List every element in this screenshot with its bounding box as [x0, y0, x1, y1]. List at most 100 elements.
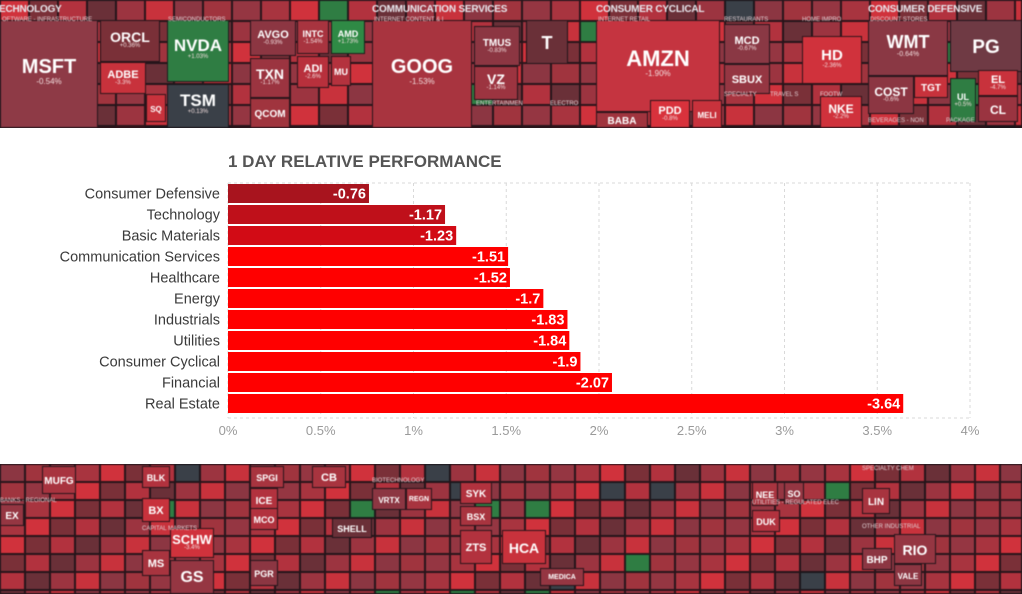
heatmap-tile-mcd[interactable]: MCD -0.67% — [724, 24, 770, 64]
heatmap-tile-baba[interactable]: BABA — [596, 112, 648, 128]
ticker-label: MELI — [697, 110, 717, 120]
top-heatmap: MSFT -0.54% ORCL +0.36% ADBE -3.3% NVDA +1.03% T… — [0, 0, 1022, 128]
heatmap-tile — [850, 590, 875, 594]
heatmap-tile — [25, 572, 50, 590]
heatmap-tile-zts[interactable]: ZTS — [460, 530, 492, 564]
heatmap-tile-cl[interactable]: CL — [978, 96, 1018, 122]
heatmap-tile-nvda[interactable]: NVDA +1.03% — [167, 20, 229, 82]
heatmap-tile — [50, 590, 75, 594]
heatmap-tile — [600, 554, 625, 572]
heatmap-tile-so[interactable]: SO — [784, 482, 804, 504]
heatmap-tile-mufg[interactable]: MUFG — [42, 466, 76, 494]
heatmap-tile-bx[interactable]: BX — [142, 498, 170, 522]
heatmap-tile-sbux[interactable]: SBUX — [724, 64, 770, 94]
bar-technology[interactable] — [228, 205, 446, 224]
heatmap-tile-txn[interactable]: TXN -1.17% — [250, 58, 290, 98]
heatmap-tile-vz[interactable]: VZ -1.14% — [474, 66, 518, 100]
heatmap-tile-sq[interactable]: SQ — [146, 94, 166, 122]
bar-basic-materials[interactable] — [228, 226, 457, 245]
ticker-label: DUK — [756, 517, 776, 528]
ticker-label: AMZN — [626, 46, 690, 72]
heatmap-tile-hd[interactable]: HD -2.36% — [802, 36, 862, 84]
bar-real-estate[interactable] — [228, 394, 904, 413]
ticker-label: SO — [787, 489, 801, 500]
heatmap-tile-t[interactable]: T — [526, 20, 568, 64]
heatmap-tile-nee[interactable]: NEE — [752, 482, 778, 506]
heatmap-tile-pg[interactable]: PG — [950, 20, 1022, 72]
bar-healthcare[interactable] — [228, 268, 510, 287]
heatmap-tile-vrtx[interactable]: VRTX — [372, 488, 406, 510]
bar-communication-services[interactable] — [228, 247, 509, 266]
heatmap-tile-intc[interactable]: INTC -1.54% — [297, 20, 329, 54]
heatmap-tile — [950, 518, 975, 536]
bar-energy[interactable] — [228, 289, 544, 308]
heatmap-tile-amd[interactable]: AMD +1.73% — [331, 20, 365, 54]
heatmap-tile — [950, 572, 975, 590]
heatmap-tile-gs[interactable]: GS — [170, 560, 214, 594]
ticker-label: AVGO — [257, 28, 289, 41]
heatmap-tile-mu[interactable]: MU — [331, 56, 351, 86]
heatmap-tile-medica[interactable]: MEDICA — [540, 568, 584, 586]
heatmap-tile — [450, 464, 475, 482]
bar-financial[interactable] — [228, 373, 612, 392]
heatmap-tile-regn[interactable]: REGN — [406, 488, 432, 510]
heatmap-tile — [50, 554, 75, 572]
heatmap-tile-amzn[interactable]: AMZN -1.90% — [596, 20, 720, 112]
heatmap-tile-mco[interactable]: MCO — [250, 508, 278, 530]
heatmap-tile-pdd[interactable]: PDD -0.8% — [650, 100, 690, 128]
heatmap-tile-syk[interactable]: SYK — [460, 482, 492, 504]
heatmap-tile-cb[interactable]: CB — [312, 466, 346, 488]
heatmap-tile-el[interactable]: EL -4.7% — [978, 70, 1018, 96]
heatmap-tile-tsm[interactable]: TSM +0.13% — [167, 84, 229, 128]
heatmap-tile-bhp[interactable]: BHP — [862, 548, 892, 570]
heatmap-tile-pgr[interactable]: PGR — [250, 560, 278, 586]
heatmap-tile-rio[interactable]: RIO — [894, 534, 936, 564]
heatmap-tile — [775, 464, 800, 482]
heatmap-tile-shell[interactable]: SHELL — [332, 518, 372, 538]
heatmap-tile-qcom[interactable]: QCOM — [250, 98, 290, 128]
heatmap-tile — [825, 572, 850, 590]
bar-utilities[interactable] — [228, 331, 570, 350]
heatmap-tile-hca[interactable]: HCA — [502, 530, 546, 564]
bar-industrials[interactable] — [228, 310, 568, 329]
heatmap-tile-bsx[interactable]: BSX — [460, 506, 492, 526]
heatmap-tile-schw[interactable]: SCHW -3.4% — [170, 528, 214, 558]
heatmap-tile-orcl[interactable]: ORCL +0.36% — [100, 20, 160, 62]
heatmap-tile — [25, 536, 50, 554]
bar-consumer-cyclical[interactable] — [228, 352, 581, 371]
ticker-label: PGR — [254, 569, 274, 580]
heatmap-tile — [575, 464, 600, 482]
heatmap-tile-wmt[interactable]: WMT -0.64% — [868, 20, 948, 76]
heatmap-tile-meli[interactable]: MELI — [692, 100, 722, 128]
change-label: +0.5% — [954, 101, 972, 108]
heatmap-tile-spgi[interactable]: SPGI — [250, 466, 284, 488]
heatmap-tile-ul[interactable]: UL +0.5% — [950, 78, 976, 122]
change-label: -0.64% — [896, 50, 920, 58]
heatmap-tile-adbe[interactable]: ADBE -3.3% — [100, 62, 146, 94]
heatmap-tile-tmus[interactable]: TMUS -0.83% — [474, 26, 520, 66]
heatmap-tile-avgo[interactable]: AVGO -0.93% — [250, 20, 296, 56]
heatmap-tile — [1000, 500, 1022, 518]
heatmap-tile — [425, 464, 450, 482]
heatmap-tile-msft[interactable]: MSFT -0.54% — [0, 20, 98, 128]
heatmap-tile-nke[interactable]: NKE -2.2% — [820, 96, 862, 128]
heatmap-tile-ms[interactable]: MS — [142, 550, 170, 576]
bar-consumer-defensive[interactable] — [228, 184, 369, 203]
heatmap-tile-vale[interactable]: VALE — [894, 564, 922, 586]
heatmap-tile-blk[interactable]: BLK — [142, 466, 170, 488]
heatmap-tile-cost[interactable]: COST -0.6% — [868, 76, 914, 114]
heatmap-tile — [75, 572, 100, 590]
heatmap-tile — [725, 554, 750, 572]
heatmap-tile-goog[interactable]: GOOG -1.53% — [372, 20, 472, 128]
heatmap-tile-ex[interactable]: EX — [0, 504, 24, 526]
heatmap-tile-duk[interactable]: DUK — [752, 510, 780, 532]
heatmap-tile — [493, 0, 522, 21]
heatmap-tile — [725, 105, 754, 126]
heatmap-tile-lin[interactable]: LIN — [862, 488, 890, 514]
heatmap-tile — [1000, 518, 1022, 536]
heatmap-tile — [675, 464, 700, 482]
subsector-label-internet-content-i: INTERNET CONTENT & I — [374, 17, 444, 23]
heatmap-tile-adi[interactable]: ADI -2.6% — [297, 56, 329, 88]
heatmap-tile-tgt[interactable]: TGT — [914, 76, 948, 98]
heatmap-tile — [900, 464, 925, 482]
